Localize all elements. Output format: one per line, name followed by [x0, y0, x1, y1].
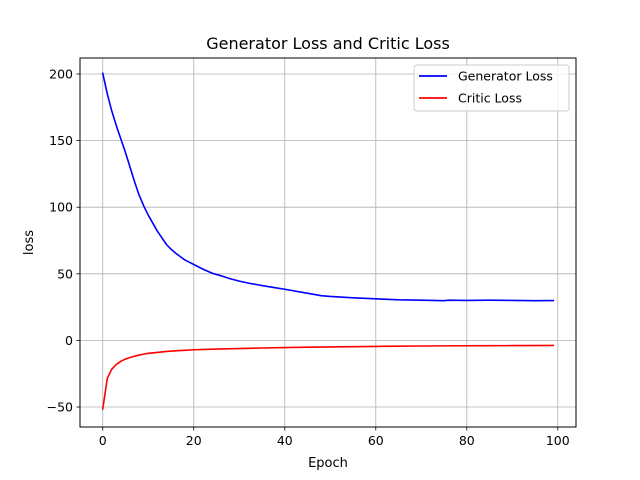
- x-axis-label: Epoch: [308, 456, 348, 471]
- legend-box: [413, 64, 570, 112]
- x-tick-label: 0: [99, 433, 107, 448]
- series-line-critic-loss: [101, 344, 555, 410]
- series-layer: [101, 72, 555, 410]
- legend-label-generator-loss: Generator Loss: [458, 69, 553, 84]
- y-tick-label: 50: [57, 266, 73, 281]
- legend: Generator Loss Critic Loss: [413, 64, 570, 112]
- y-tick-label: 150: [49, 133, 73, 148]
- y-axis-label: loss: [22, 230, 37, 255]
- grid: [80, 58, 576, 427]
- chart-title: Generator Loss and Critic Loss: [206, 34, 450, 53]
- x-tick-label: 40: [277, 433, 293, 448]
- series-line-generator-loss: [101, 72, 555, 302]
- y-tick-label: 0: [65, 333, 73, 348]
- y-tick-label: 100: [49, 200, 73, 215]
- x-tick-label: 60: [368, 433, 384, 448]
- x-tick-label: 100: [546, 433, 570, 448]
- x-tick-label: 20: [186, 433, 202, 448]
- y-tick-label: −50: [47, 400, 73, 415]
- y-tick-label: 200: [49, 66, 73, 81]
- ticks: 0 20 40 60 80 100 −50 0 50 100 150 200: [47, 66, 570, 448]
- legend-label-critic-loss: Critic Loss: [458, 91, 522, 106]
- axes-frame: [79, 57, 577, 428]
- x-tick-label: 80: [459, 433, 475, 448]
